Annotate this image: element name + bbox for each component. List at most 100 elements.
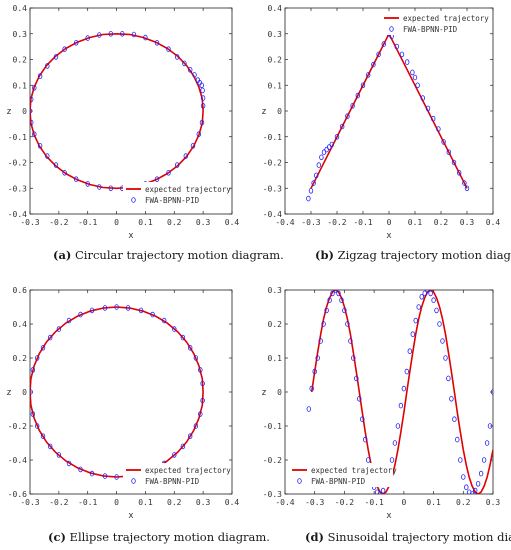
legend-label-expected: expected trajectory bbox=[145, 466, 231, 475]
fwa-bpnn-pid-point bbox=[108, 30, 113, 37]
fwa-bpnn-pid-point bbox=[102, 305, 108, 311]
fwa-bpnn-pid-point bbox=[464, 484, 469, 491]
fwa-bpnn-pid-point bbox=[315, 355, 320, 361]
legend-marker-swatch bbox=[389, 26, 394, 32]
fwa-bpnn-pid-point bbox=[478, 470, 484, 477]
y-tick-label: 0.4 bbox=[268, 4, 283, 13]
y-tick-label: -0.3 bbox=[8, 184, 27, 193]
fwa-bpnn-pid-point bbox=[366, 457, 371, 463]
y-tick-label: 0.6 bbox=[13, 286, 28, 295]
fwa-bpnn-pid-point bbox=[314, 172, 319, 179]
fwa-bpnn-pid-point bbox=[446, 375, 451, 382]
caption-text: Circular trajectory motion diagram. bbox=[71, 248, 283, 262]
fwa-bpnn-pid-point bbox=[407, 348, 412, 355]
x-tick-label: -0.1 bbox=[78, 498, 97, 507]
fwa-bpnn-pid-point bbox=[85, 35, 90, 41]
fwa-bpnn-pid-point bbox=[318, 338, 323, 344]
fwa-bpnn-pid-point bbox=[85, 181, 90, 187]
x-tick-label: -0.1 bbox=[365, 498, 384, 507]
x-tick-label: -0.2 bbox=[49, 218, 68, 227]
fwa-bpnn-pid-point bbox=[114, 474, 119, 480]
fwa-bpnn-pid-point bbox=[351, 355, 356, 361]
fwa-bpnn-pid-point bbox=[97, 184, 102, 190]
x-tick-label: -0.4 bbox=[275, 218, 294, 227]
fwa-bpnn-pid-point bbox=[187, 344, 193, 351]
fwa-bpnn-pid-point bbox=[30, 367, 36, 373]
fwa-bpnn-pid-point bbox=[48, 334, 53, 341]
y-tick-label: 0.4 bbox=[13, 320, 28, 329]
fwa-bpnn-pid-point bbox=[360, 416, 365, 423]
x-tick-label: 0.4 bbox=[486, 218, 501, 227]
expected-trajectory-line bbox=[310, 290, 493, 494]
x-tick-label: -0.1 bbox=[353, 218, 372, 227]
y-tick-label: 0.1 bbox=[268, 81, 283, 90]
caption-label: (c) bbox=[48, 530, 66, 544]
fwa-bpnn-pid-point bbox=[89, 470, 95, 477]
fwa-bpnn-pid-point bbox=[377, 491, 383, 494]
fwa-bpnn-pid-point bbox=[487, 423, 493, 429]
legend-label-fwa: FWA-BPNN-PID bbox=[145, 477, 200, 486]
fwa-bpnn-pid-point bbox=[464, 185, 470, 192]
y-axis-label: z bbox=[261, 388, 266, 398]
caption-text: Sinusoidal trajectory motion diagram. bbox=[324, 530, 511, 544]
x-tick-label: 0.3 bbox=[196, 498, 211, 507]
fwa-bpnn-pid-point bbox=[187, 433, 193, 440]
y-tick-label: -0.1 bbox=[263, 133, 282, 142]
fwa-bpnn-pid-point bbox=[198, 367, 203, 373]
legend-marker-swatch bbox=[131, 197, 136, 203]
fwa-bpnn-pid-point bbox=[172, 326, 177, 332]
x-tick-label: 0.2 bbox=[167, 498, 182, 507]
fwa-bpnn-pid-point bbox=[78, 311, 83, 318]
x-tick-label: 0 bbox=[114, 498, 119, 507]
fwa-bpnn-pid-point bbox=[30, 108, 33, 114]
fwa-bpnn-pid-point bbox=[458, 457, 463, 463]
x-tick-label: 0.3 bbox=[196, 218, 211, 227]
fwa-bpnn-pid-point bbox=[182, 60, 187, 67]
fwa-bpnn-pid-point bbox=[366, 72, 371, 78]
fwa-bpnn-pid-point bbox=[339, 297, 344, 304]
y-tick-label: 0.3 bbox=[268, 30, 283, 39]
fwa-bpnn-pid-point bbox=[380, 487, 386, 494]
fwa-bpnn-pid-point bbox=[200, 380, 205, 387]
x-tick-label: 0.2 bbox=[456, 498, 471, 507]
fwa-bpnn-pid-point bbox=[394, 43, 399, 50]
fwa-bpnn-pid-point bbox=[166, 46, 171, 52]
fwa-bpnn-pid-point bbox=[398, 402, 404, 409]
y-axis-label: z bbox=[261, 107, 266, 117]
x-tick-label: -0.4 bbox=[275, 498, 294, 507]
fwa-bpnn-pid-point bbox=[97, 32, 102, 38]
fwa-bpnn-pid-point bbox=[311, 180, 316, 186]
fwa-bpnn-pid-point bbox=[174, 54, 180, 60]
fwa-bpnn-pid-point bbox=[452, 416, 457, 423]
fwa-bpnn-pid-point bbox=[89, 307, 95, 314]
fwa-bpnn-pid-point bbox=[446, 149, 451, 156]
fwa-bpnn-pid-point bbox=[354, 375, 359, 382]
fwa-bpnn-pid-point bbox=[401, 385, 407, 392]
y-tick-label: -0.4 bbox=[263, 210, 282, 219]
fwa-bpnn-pid-point bbox=[309, 385, 314, 392]
fwa-bpnn-pid-point bbox=[32, 85, 37, 91]
fwa-bpnn-pid-point bbox=[449, 395, 454, 402]
caption-label: (b) bbox=[315, 248, 334, 262]
legend: expected trajectory FWA-BPNN-PID bbox=[123, 463, 231, 487]
fwa-bpnn-pid-point bbox=[363, 436, 368, 443]
caption: (d) Sinusoidal trajectory motion diagram… bbox=[305, 530, 511, 544]
y-tick-label: 0.3 bbox=[13, 30, 28, 39]
fwa-bpnn-pid-point bbox=[443, 355, 448, 361]
fwa-bpnn-pid-point bbox=[334, 134, 340, 140]
y-tick-label: 0.1 bbox=[268, 354, 283, 363]
fwa-bpnn-pid-point bbox=[461, 474, 466, 480]
expected-trajectory-line bbox=[310, 32, 468, 189]
fwa-bpnn-pid-point bbox=[473, 487, 478, 494]
fwa-bpnn-pid-point bbox=[405, 59, 410, 65]
x-axis-label: x bbox=[128, 511, 134, 521]
caption-text: Zigzag trajectory motion diagram. bbox=[334, 248, 511, 262]
fwa-bpnn-pid-point bbox=[490, 389, 493, 395]
fwa-bpnn-pid-point bbox=[348, 338, 353, 344]
fwa-bpnn-pid-point bbox=[150, 311, 155, 318]
fwa-bpnn-pid-point bbox=[416, 304, 421, 310]
x-tick-label: 0.1 bbox=[426, 498, 441, 507]
x-tick-label: -0.3 bbox=[301, 218, 320, 227]
plot-frame bbox=[284, 7, 494, 215]
